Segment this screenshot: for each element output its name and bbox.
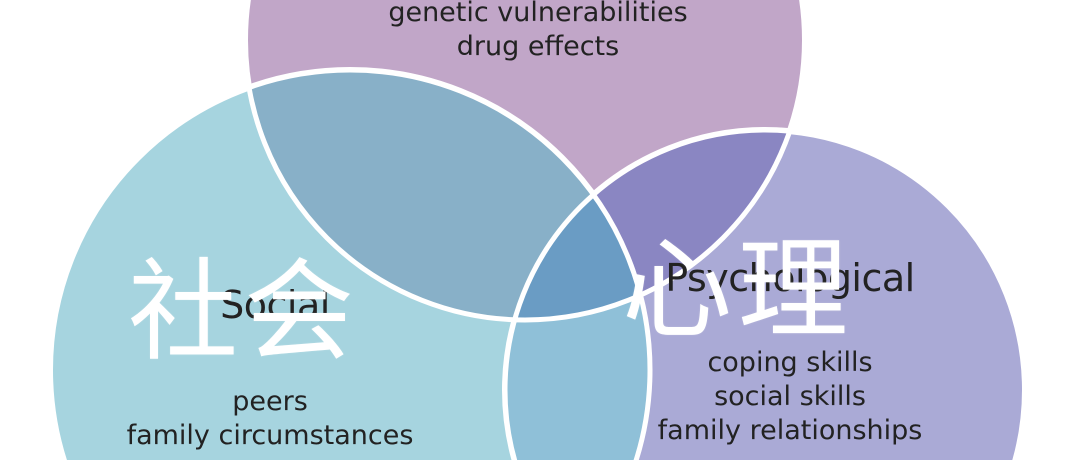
psychological-item: social skills [714, 381, 866, 412]
biological-circle-outline [242, 0, 808, 323]
psychological-title: Psychological [665, 256, 915, 300]
biological-item: genetic vulnerabilities [388, 0, 688, 28]
psychological-circle-outline [502, 127, 1028, 460]
psychological-item: family relationships [657, 415, 923, 446]
social-item: family circumstances [126, 420, 414, 451]
overlap-bio-social [245, 70, 650, 320]
overlap-bio-psych [505, 130, 805, 320]
social-item: peers [232, 386, 308, 417]
psychological-item: coping skills [707, 347, 873, 378]
psychological-chinese-overlay: 心理 [622, 226, 854, 354]
biological-item: drug effects [456, 31, 620, 62]
social-title: Social [220, 283, 330, 327]
psychological-items: coping skills social skills family relat… [640, 346, 940, 448]
social-chinese-overlay: 社会 [128, 248, 360, 376]
social-items: peers family circumstances [85, 385, 455, 453]
social-circle-outline [47, 67, 653, 460]
biological-items: genetic vulnerabilities drug effects [338, 0, 738, 64]
